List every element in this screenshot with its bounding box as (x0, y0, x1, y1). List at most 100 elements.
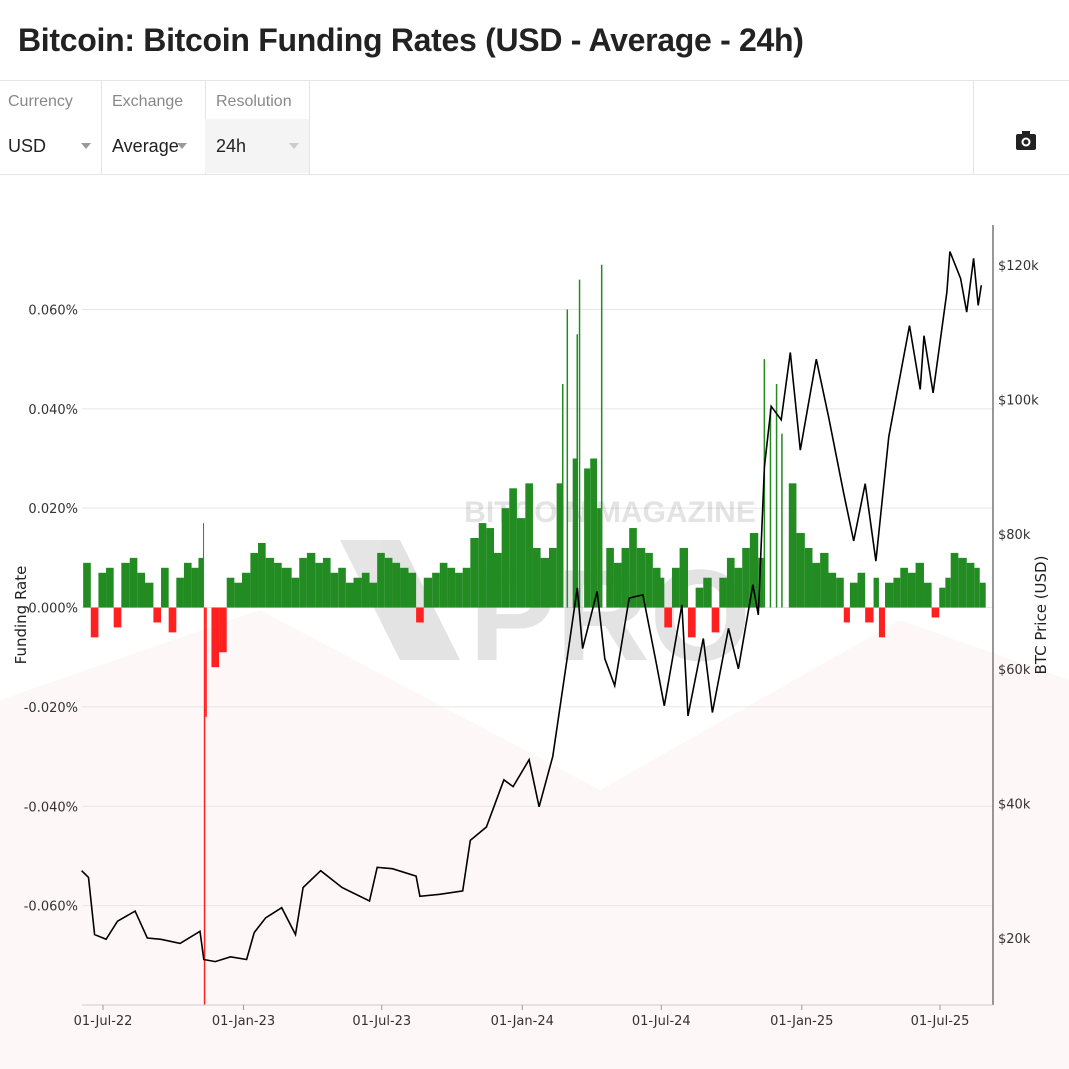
positive-funding-bar (734, 567, 743, 608)
chevron-down-icon (177, 143, 187, 149)
positive-funding-bar (447, 567, 456, 608)
positive-funding-bar (129, 557, 138, 608)
positive-funding-bar (369, 582, 378, 608)
positive-funding-bar (900, 567, 908, 608)
positive-funding-bar (584, 468, 591, 608)
x-tick-label: 01-Jan-24 (491, 1014, 554, 1029)
currency-value[interactable]: USD (8, 136, 47, 156)
exchange-label: Exchange (112, 93, 184, 110)
negative-funding-bar (219, 607, 227, 653)
positive-funding-bar (645, 552, 653, 608)
positive-funding-bar (98, 572, 107, 608)
y2-tick-label: $60k (998, 663, 1031, 678)
positive-funding-bar (679, 547, 688, 608)
positive-funding-bar (742, 547, 750, 608)
positive-funding-bar (176, 577, 184, 608)
positive-funding-bar (939, 587, 946, 608)
positive-funding-bar (501, 508, 510, 608)
positive-funding-bar (758, 557, 764, 608)
positive-funding-bar (873, 577, 879, 608)
positive-funding-bar (532, 547, 541, 608)
positive-funding-bar (671, 567, 680, 608)
positive-funding-bar (769, 408, 772, 608)
negative-funding-bar (878, 607, 886, 638)
y2-tick-label: $100k (998, 394, 1039, 409)
screenshot-button[interactable] (973, 81, 1069, 174)
positive-funding-bar (652, 567, 661, 608)
background-decoration (0, 610, 1069, 1069)
negative-funding-bar (211, 607, 220, 668)
negative-funding-bar (153, 607, 162, 623)
positive-funding-bar (203, 523, 205, 608)
positive-funding-bar (726, 557, 735, 608)
positive-funding-bar (749, 533, 759, 608)
positive-funding-bar (377, 552, 385, 608)
positive-funding-bar (915, 562, 924, 608)
positive-funding-bar (145, 582, 154, 608)
positive-funding-bar (455, 572, 463, 608)
positive-funding-bar (549, 547, 557, 608)
chevron-down-icon (289, 143, 299, 149)
positive-funding-bar (509, 488, 517, 608)
positive-funding-bar (576, 334, 578, 608)
x-tick-label: 01-Jul-25 (911, 1014, 970, 1029)
camera-icon (1016, 131, 1036, 150)
positive-funding-bar (494, 552, 502, 608)
positive-funding-bar (384, 557, 393, 608)
positive-funding-bar (191, 567, 199, 608)
positive-funding-bar (695, 587, 704, 608)
page-title: Bitcoin: Bitcoin Funding Rates (USD - Av… (18, 22, 804, 58)
negative-funding-bar (711, 607, 720, 633)
positive-funding-bar (820, 552, 829, 608)
positive-funding-bar (161, 567, 169, 608)
x-tick-label: 01-Jul-24 (632, 1014, 691, 1029)
y2-tick-label: $20k (998, 932, 1031, 947)
y-tick-label: -0.020% (24, 701, 78, 716)
x-tick-label: 01-Jan-23 (212, 1014, 275, 1029)
y2-axis-title: BTC Price (USD) (1032, 556, 1050, 675)
positive-funding-bar (226, 577, 235, 608)
positive-funding-bar (781, 433, 783, 608)
exchange-select[interactable]: Exchange Average (101, 81, 206, 174)
positive-funding-bar (353, 577, 362, 608)
currency-select[interactable]: Currency USD (0, 81, 102, 174)
positive-funding-bar (572, 458, 577, 608)
y2-tick-label: $80k (998, 528, 1031, 543)
negative-funding-bar (687, 607, 696, 638)
positive-funding-bar (613, 562, 622, 608)
positive-funding-bar (561, 383, 564, 608)
positive-funding-bar (636, 547, 646, 608)
positive-funding-bar (945, 577, 951, 608)
positive-funding-bar (828, 572, 837, 608)
negative-funding-bar (113, 607, 122, 628)
positive-funding-bar (432, 572, 440, 608)
y-axis-title: Funding Rate (12, 566, 30, 665)
positive-funding-bar (849, 582, 858, 608)
resolution-label: Resolution (216, 93, 292, 110)
resolution-select[interactable]: Resolution 24h (205, 81, 310, 174)
positive-funding-bar (281, 567, 292, 608)
y-tick-label: 0.020% (28, 502, 78, 517)
positive-funding-bar (958, 557, 967, 608)
y2-tick-label: $120k (998, 259, 1039, 274)
y-tick-label: 0.060% (28, 303, 78, 318)
y-tick-label: 0.000% (28, 602, 78, 617)
positive-funding-bar (106, 567, 114, 608)
exchange-value[interactable]: Average (112, 136, 179, 156)
positive-funding-bar (121, 562, 130, 608)
y-tick-label: -0.040% (24, 800, 78, 815)
positive-funding-bar (885, 582, 894, 608)
positive-funding-bar (775, 383, 778, 608)
positive-funding-bar (265, 557, 275, 608)
positive-funding-bar (600, 264, 603, 608)
positive-funding-bar (629, 528, 637, 608)
negative-funding-bar (168, 607, 177, 633)
positive-funding-bar (893, 577, 901, 608)
positive-funding-bar (291, 577, 300, 608)
positive-funding-bar (804, 547, 813, 608)
negative-funding-bar (416, 607, 424, 623)
positive-funding-bar (306, 552, 316, 608)
positive-funding-bar (408, 572, 417, 608)
positive-funding-bar (241, 572, 251, 608)
y2-tick-label: $40k (998, 797, 1031, 812)
